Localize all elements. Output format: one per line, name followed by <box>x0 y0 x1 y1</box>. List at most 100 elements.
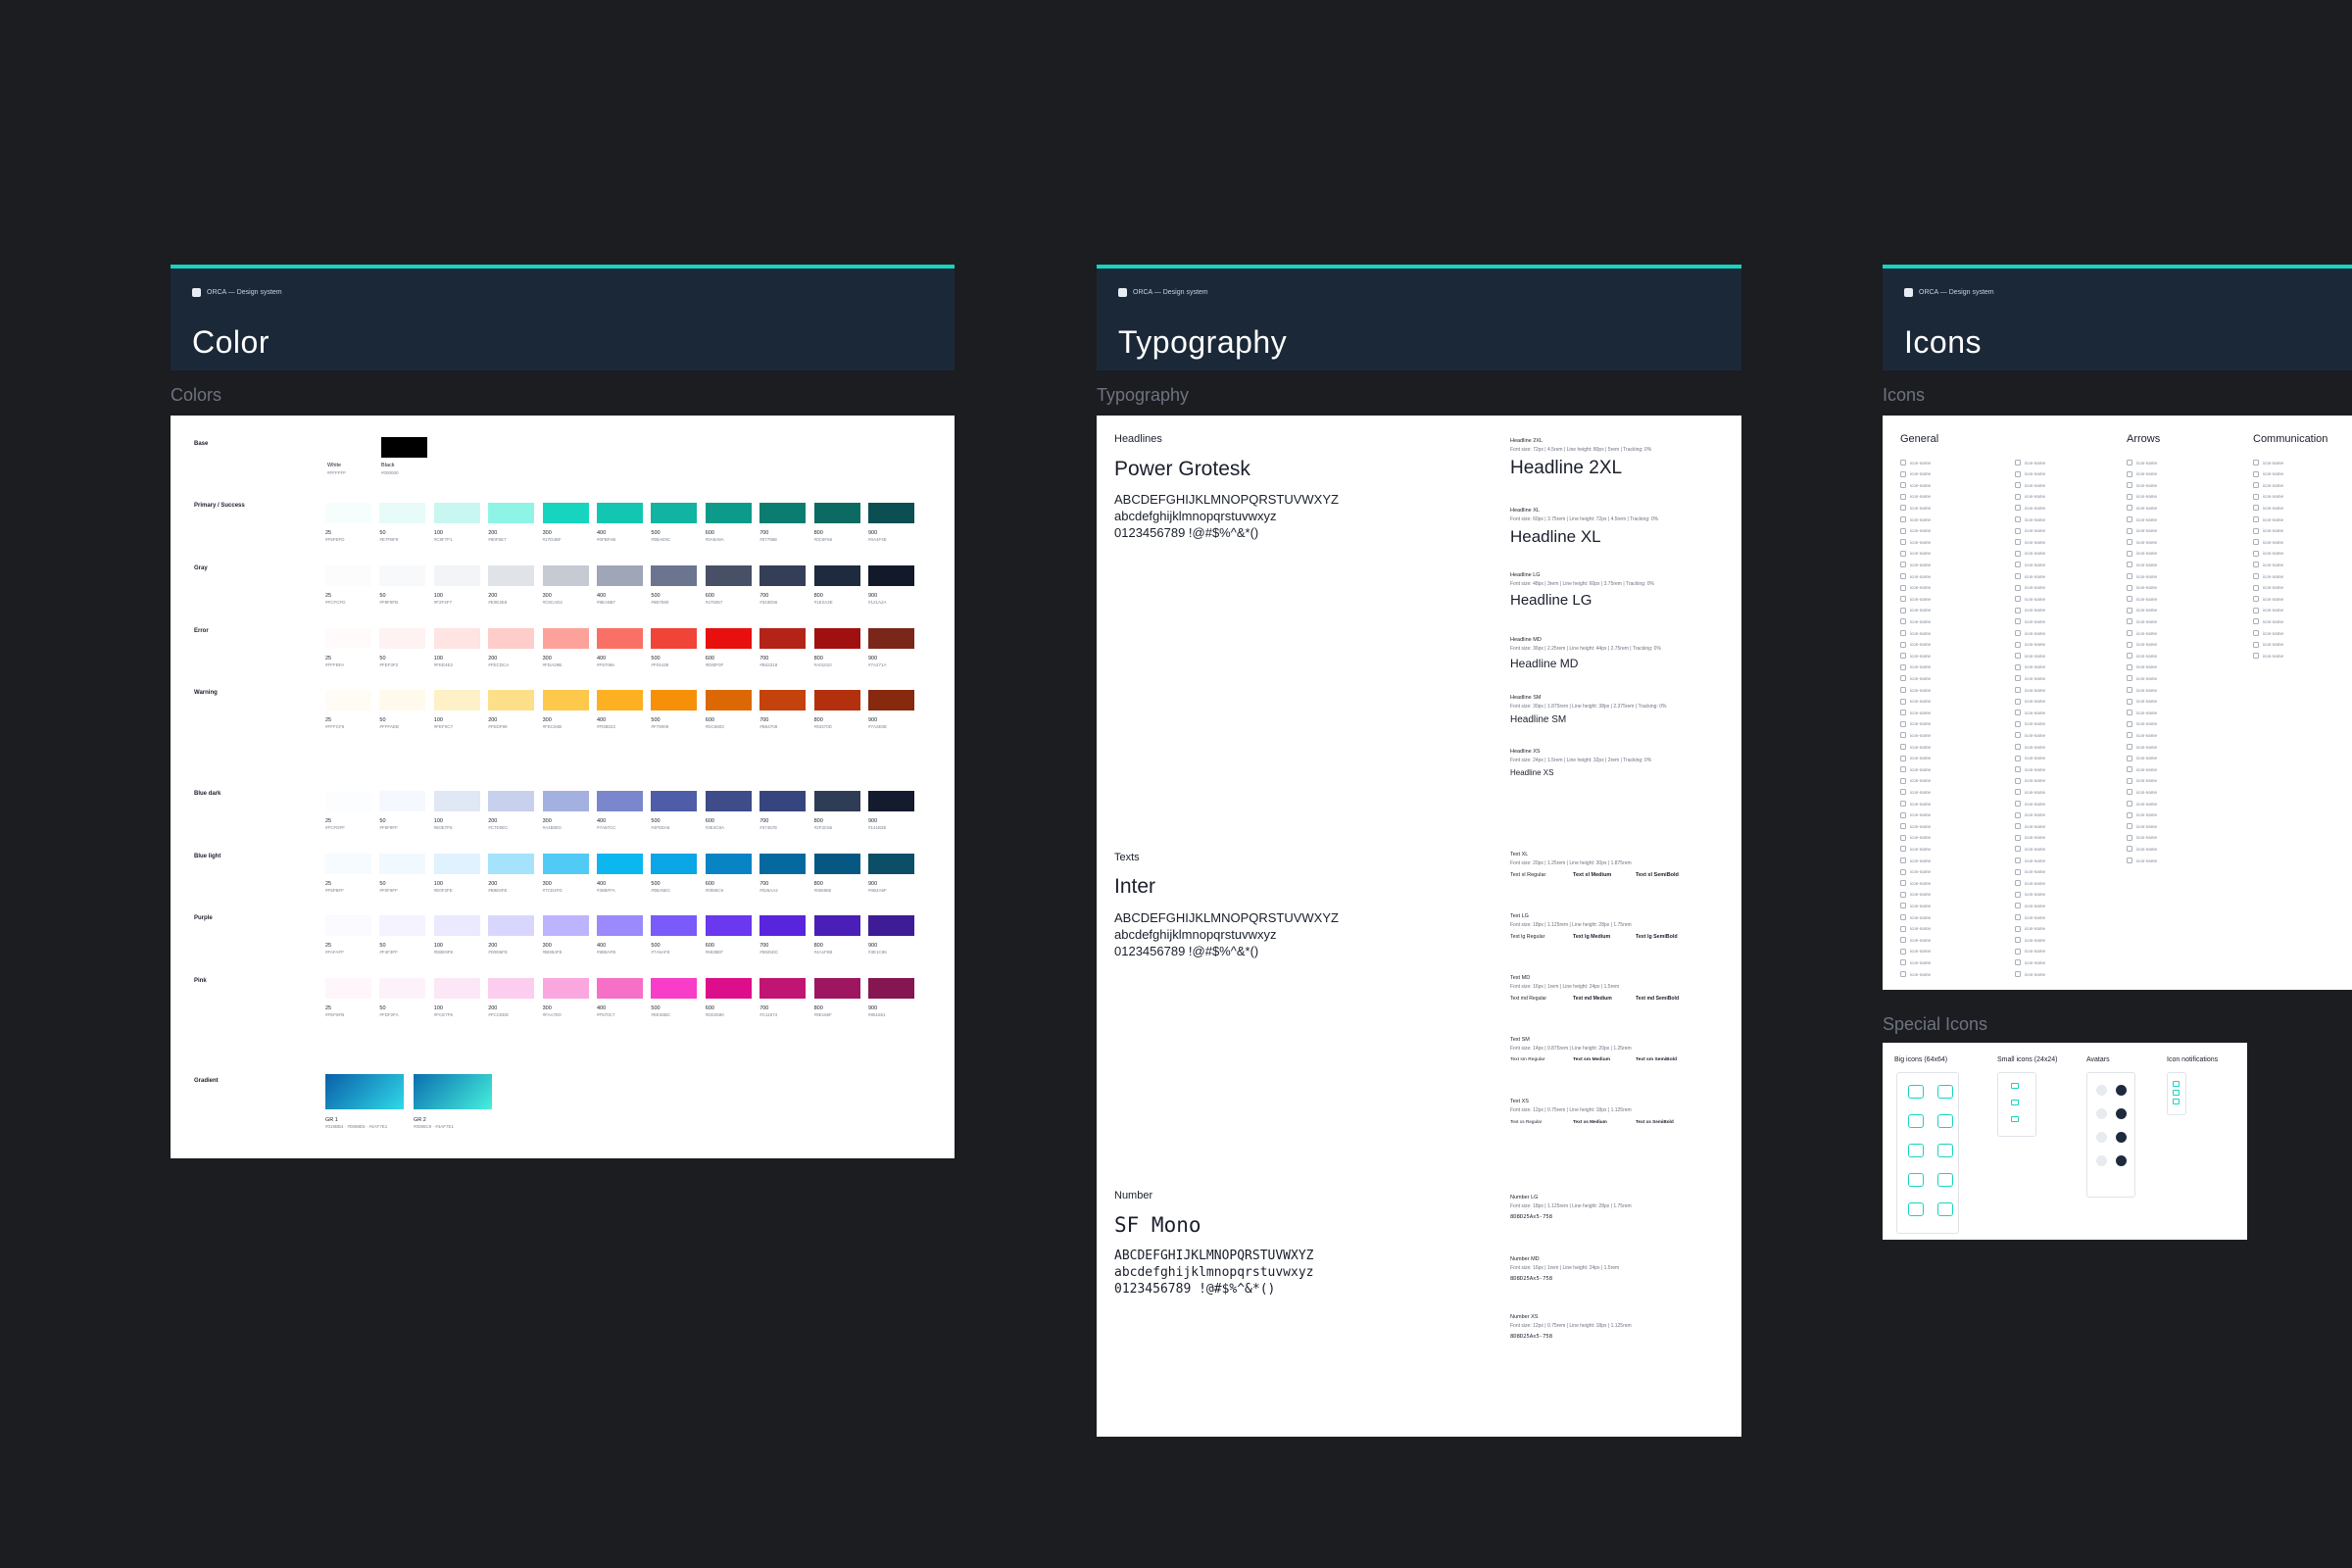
icon-label: icon-name <box>2025 528 2046 534</box>
icon-label: icon-name <box>1910 959 1932 965</box>
headline-sample: Headline MD <box>1510 657 1579 670</box>
color-swatch <box>813 690 860 710</box>
swatch-step: 25 <box>325 656 332 662</box>
icon-label: icon-name <box>2025 812 2046 818</box>
icon-list-item: icon-name <box>2253 618 2284 625</box>
color-swatch <box>651 978 698 999</box>
icon-label: icon-name <box>2263 460 2284 466</box>
swatch-hex: #3E4C8A <box>705 825 725 830</box>
text-spec-meta: Font size: 18px | 1.125rem | Line height… <box>1510 922 1632 928</box>
icon-label: icon-name <box>2263 618 2284 624</box>
swatch-hex: #FAA7E0 <box>542 1012 562 1017</box>
icon-list-item: icon-name <box>2127 607 2157 613</box>
swatch-hex: #F04438 <box>651 662 669 667</box>
headline-spec-name: Headline MD <box>1510 637 1542 643</box>
icon-list-item: icon-name <box>2253 460 2283 466</box>
icon-list-item: icon-name <box>2127 584 2157 591</box>
color-swatch <box>813 503 860 523</box>
number-spec-name: Number MD <box>1510 1256 1540 1262</box>
generic-glyph-icon <box>2127 596 2132 603</box>
icon-label: icon-name <box>1910 585 1932 591</box>
icon-label: icon-name <box>1910 460 1932 466</box>
swatch-step: 400 <box>597 943 607 949</box>
icon-list-item: icon-name <box>2253 584 2283 591</box>
icon-list-item: icon-name <box>2015 562 2045 568</box>
color-swatch <box>813 854 860 874</box>
color-swatch <box>488 978 535 999</box>
generic-glyph-icon <box>1900 698 1906 705</box>
swatch-step: 300 <box>542 1005 552 1011</box>
gradient-swatch <box>414 1074 492 1109</box>
color-swatch <box>379 690 426 710</box>
icon-list-item: icon-name <box>1900 925 1931 932</box>
icon-list-item: icon-name <box>2127 720 2157 727</box>
text-spec-name: Text SM <box>1510 1037 1530 1043</box>
icon-list-item: icon-name <box>1900 880 1931 887</box>
icon-list-item: icon-name <box>2015 641 2045 648</box>
generic-glyph-icon <box>2015 766 2021 773</box>
generic-glyph-icon <box>2015 937 2021 944</box>
generic-glyph-icon <box>2127 663 2132 670</box>
generic-glyph-icon <box>2127 618 2132 625</box>
avatar-dark-icon <box>2116 1155 2127 1166</box>
icon-label: icon-name <box>1910 914 1932 920</box>
color-swatch <box>542 565 589 586</box>
icon-list-item: icon-name <box>2127 789 2157 796</box>
icon-list-item: icon-name <box>1900 470 1931 477</box>
generic-glyph-icon <box>2015 811 2021 818</box>
swatch-step: 500 <box>651 1005 661 1011</box>
icon-label: icon-name <box>2025 892 2046 898</box>
generic-glyph-icon <box>2015 971 2021 977</box>
generic-glyph-icon <box>1900 596 1906 603</box>
icon-list-item: icon-name <box>2127 766 2157 773</box>
icon-label: icon-name <box>2025 675 2046 681</box>
icon-list-item: icon-name <box>1900 653 1931 660</box>
generic-glyph-icon <box>2015 470 2021 477</box>
swatch-hex: #E0E7F5 <box>433 825 453 830</box>
icon-label: icon-name <box>2136 573 2158 579</box>
icon-list-item: icon-name <box>2253 653 2283 660</box>
icon-label: icon-name <box>1910 618 1932 624</box>
generic-glyph-icon <box>2015 732 2021 739</box>
icon-label: icon-name <box>1910 869 1932 875</box>
icon-list-item: icon-name <box>2015 470 2045 477</box>
icon-label: icon-name <box>1910 562 1932 567</box>
icon-list-item: icon-name <box>1900 516 1931 522</box>
icon-notifications-box <box>2167 1072 2186 1115</box>
generic-glyph-icon <box>2015 630 2021 636</box>
swatch-step: 600 <box>705 530 714 536</box>
swatch-step: 100 <box>433 881 443 887</box>
row-name-purple: Purple <box>194 915 213 921</box>
generic-glyph-icon <box>2253 539 2259 546</box>
icon-label: icon-name <box>2263 573 2284 579</box>
icon-label: icon-name <box>2025 551 2046 557</box>
big-icons-box <box>1896 1072 1959 1234</box>
icon-label: icon-name <box>2025 585 2046 591</box>
swatch-hex: #F0F9FF <box>379 888 398 893</box>
generic-glyph-icon <box>2127 687 2132 693</box>
swatch-hex: #17D4BF <box>542 537 562 542</box>
swatch-hex: #C6CAD2 <box>542 600 563 605</box>
color-swatch <box>868 978 914 999</box>
generic-glyph-icon <box>2015 959 2021 966</box>
icon-label: icon-name <box>1910 687 1932 693</box>
generic-glyph-icon <box>2015 653 2021 660</box>
icon-column-title: General <box>1900 433 1939 445</box>
swatch-step: 800 <box>813 593 823 599</box>
swatch-step: 500 <box>651 943 661 949</box>
icon-list-item: icon-name <box>1900 675 1931 682</box>
icon-list-item: icon-name <box>2127 653 2157 660</box>
swatch-step: 200 <box>488 818 498 824</box>
texts-label: Texts <box>1114 852 1140 863</box>
generic-glyph-icon <box>2253 618 2259 625</box>
icon-list-item: icon-name <box>2015 720 2045 727</box>
big-outline-icon <box>1908 1202 1924 1216</box>
generic-glyph-icon <box>2127 858 2132 863</box>
icon-list-item: icon-name <box>2127 732 2157 739</box>
text-sample: Text lg Regular <box>1510 934 1545 940</box>
swatch-step: 900 <box>868 717 878 723</box>
color-swatch <box>433 978 480 999</box>
generic-glyph-icon <box>1900 584 1906 591</box>
avatar-dark-icon <box>2116 1108 2127 1119</box>
color-swatch <box>760 690 807 710</box>
